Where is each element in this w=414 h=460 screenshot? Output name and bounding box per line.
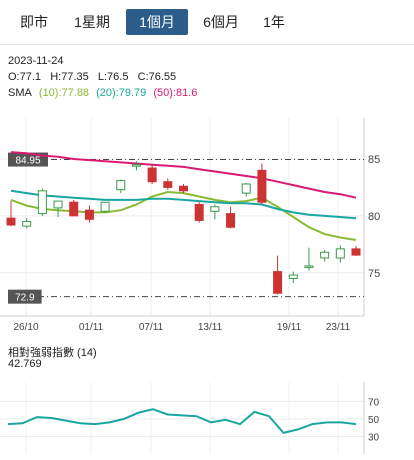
candle-body-down bbox=[84, 209, 94, 220]
candle bbox=[131, 161, 141, 171]
candle-body-down bbox=[351, 248, 361, 256]
candle-body-down bbox=[6, 217, 16, 226]
candle-body-down bbox=[147, 167, 157, 183]
candle-body-down bbox=[163, 181, 173, 188]
candle-body-down bbox=[194, 203, 204, 221]
candle bbox=[273, 255, 283, 295]
x-tick-label: 07/11 bbox=[139, 322, 164, 333]
tab-1-week[interactable]: 1星期 bbox=[74, 14, 110, 30]
candle bbox=[53, 200, 63, 217]
level-label-box bbox=[8, 289, 42, 304]
rsi-tick-label: 50 bbox=[368, 415, 380, 426]
candle bbox=[147, 163, 157, 184]
candle-body-up bbox=[288, 274, 298, 279]
sma-50-value: (50):81.6 bbox=[153, 87, 198, 99]
candle bbox=[163, 178, 173, 190]
candle bbox=[226, 206, 236, 229]
candle-body-up bbox=[131, 164, 141, 167]
x-tick-label: 19/11 bbox=[277, 322, 302, 333]
rsi-value: 42.769 bbox=[8, 358, 42, 370]
candle-body-up bbox=[320, 251, 330, 259]
level-label: 84.95 bbox=[15, 156, 40, 167]
quote-date: 2023-11-24 bbox=[8, 55, 64, 67]
candle bbox=[37, 188, 47, 216]
range-tabs: 即市 1星期 1個月 6個月 1年 bbox=[0, 9, 414, 35]
candle-body-up bbox=[116, 180, 126, 191]
x-tick-label: 13/11 bbox=[198, 322, 223, 333]
candle bbox=[335, 245, 345, 263]
candle-body-down bbox=[179, 185, 188, 192]
rsi-tick-label: 30 bbox=[368, 432, 380, 443]
sma-line-1 bbox=[10, 189, 357, 220]
candle bbox=[84, 205, 94, 223]
candle bbox=[351, 246, 361, 256]
candle bbox=[194, 202, 204, 223]
y-tick-label: 75 bbox=[368, 268, 380, 280]
sma-label: SMA bbox=[8, 87, 32, 99]
candle-body-down bbox=[273, 271, 283, 294]
candle-body-up bbox=[335, 248, 345, 259]
candle bbox=[179, 184, 188, 194]
candle-body-up bbox=[210, 206, 220, 212]
candle bbox=[210, 204, 220, 220]
candle bbox=[304, 247, 314, 271]
candle-body-up bbox=[22, 221, 32, 227]
tab-1-year[interactable]: 1年 bbox=[263, 14, 285, 30]
candle-body-down bbox=[69, 201, 79, 217]
x-tick-label: 23/11 bbox=[326, 322, 351, 333]
sma-10-value: (10):77.88 bbox=[38, 87, 90, 99]
candle-body-down bbox=[226, 213, 236, 228]
rsi-title: 相對強弱指數 (14) bbox=[8, 347, 97, 359]
tab-1-month[interactable]: 1個月 bbox=[126, 9, 188, 35]
x-tick-label: 26/10 bbox=[13, 322, 38, 333]
candle bbox=[69, 199, 79, 217]
tab-realtime[interactable]: 即市 bbox=[20, 14, 48, 30]
sma-line-2 bbox=[10, 151, 357, 199]
candle-body-up bbox=[304, 265, 314, 268]
level-label-box bbox=[8, 152, 48, 167]
candle-body-up bbox=[100, 201, 110, 212]
candle bbox=[257, 163, 267, 205]
level-label: 72.9 bbox=[15, 293, 35, 304]
rsi-chart: 30 50 70 bbox=[0, 382, 380, 454]
y-tick-label: 80 bbox=[368, 211, 380, 223]
candle-body-up bbox=[37, 190, 47, 215]
candle-body-up bbox=[241, 183, 251, 194]
sma-legend: SMA (10):77.88 (20):79.79 (50):81.6 bbox=[8, 87, 201, 99]
candle bbox=[116, 179, 126, 194]
tab-divider bbox=[0, 44, 414, 45]
candle bbox=[241, 182, 251, 197]
x-tick-label: 01/11 bbox=[79, 322, 104, 333]
candle bbox=[100, 201, 110, 213]
sma-20-value: (20):79.79 bbox=[96, 87, 147, 99]
price-chart: 84.95 72.9 75 80 85 26/10 01/11 07/11 13/11 19/11… bbox=[0, 118, 380, 333]
candle-body-up bbox=[53, 200, 63, 209]
candle bbox=[320, 250, 330, 262]
quote-ohlc: O:77.1 H:77.35 L:76.5 C:76.55 bbox=[8, 71, 177, 83]
rsi-tick-label: 70 bbox=[368, 397, 380, 408]
y-tick-label: 85 bbox=[368, 154, 380, 166]
candle bbox=[22, 218, 32, 229]
candle-body-down bbox=[257, 169, 267, 203]
rsi-line bbox=[7, 408, 357, 435]
candle bbox=[6, 201, 16, 227]
candle bbox=[288, 271, 298, 283]
tab-6-months[interactable]: 6個月 bbox=[203, 14, 239, 30]
